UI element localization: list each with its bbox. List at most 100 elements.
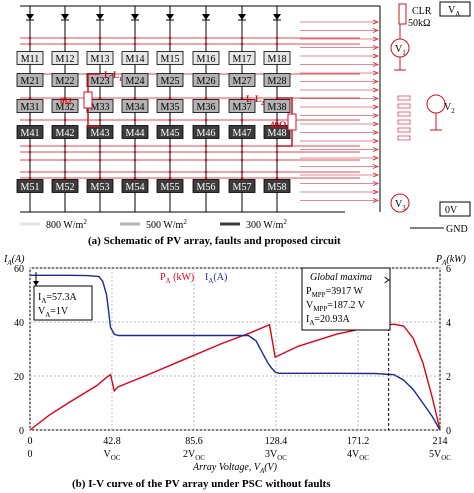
module-label: M56 — [197, 182, 216, 193]
module-box — [263, 179, 291, 193]
diode-arrow — [372, 87, 379, 93]
module-box — [121, 179, 149, 193]
x-tick: 171.2 — [347, 436, 370, 447]
diode-arrow — [372, 155, 379, 161]
module-label: M35 — [161, 102, 180, 113]
diode-arrow — [372, 181, 379, 186]
module-label: M52 — [56, 182, 75, 193]
module-box — [51, 179, 79, 193]
y-left-title: IA(A) — [3, 254, 25, 267]
ladder-resistor — [397, 95, 411, 101]
diode-arrow — [372, 138, 379, 144]
diode-arrow — [372, 53, 379, 59]
zero-volt-box — [439, 201, 471, 217]
module-box — [263, 125, 291, 139]
module-box — [156, 99, 184, 113]
ladder-resistor — [397, 111, 411, 117]
module-label: M26 — [197, 76, 216, 87]
fault-ll1-resistor — [83, 91, 93, 109]
voltmeter-v3 — [390, 193, 410, 213]
module-box — [16, 99, 44, 113]
module-label: M55 — [161, 182, 180, 193]
legend-current: IA(A) — [205, 272, 227, 285]
diode-arrow — [372, 198, 379, 203]
v3-label: V3 — [395, 199, 406, 212]
annotation-left-box — [33, 285, 93, 321]
diode-arrow — [372, 130, 379, 135]
module-box — [51, 51, 79, 65]
module-label: M34 — [126, 102, 145, 113]
va-box-label: VA — [448, 5, 460, 18]
module-label: M17 — [233, 54, 252, 65]
annotation-right-box — [301, 267, 391, 331]
zero-volt-label: 0V — [445, 205, 458, 216]
module-label: M43 — [91, 128, 110, 139]
diode-arrow — [372, 96, 379, 101]
module-box — [16, 73, 44, 87]
voltmeter-v2 — [426, 94, 446, 114]
module-box — [263, 73, 291, 87]
diode-8 — [273, 14, 281, 20]
annotation-ia: IA=57.3A — [38, 292, 78, 305]
series-line — [30, 274, 441, 431]
irradiance-legend: 800 W/m2 500 W/m2 300 W/m2 — [20, 218, 287, 231]
fault-ll1-label: L-L1 — [104, 70, 122, 83]
module-label: M57 — [233, 182, 252, 193]
module-box — [51, 73, 79, 87]
module-label: M15 — [161, 54, 180, 65]
ladder-resistor — [397, 135, 411, 141]
gnd-label: GND — [446, 224, 468, 235]
y-left-tick: 60 — [14, 264, 24, 275]
module-label: M51 — [21, 182, 40, 193]
x-tick-voc: 3VOC — [265, 449, 287, 462]
module-box — [192, 51, 220, 65]
y-right-title: PA(kW) — [435, 254, 466, 267]
diode-arrow — [372, 70, 379, 76]
module-box — [121, 73, 149, 87]
diode-1 — [26, 14, 34, 20]
x-tick-voc: 2VOC — [183, 449, 205, 462]
module-box — [228, 99, 256, 113]
arrow-down-icon — [33, 281, 39, 286]
module-label: M24 — [126, 76, 145, 87]
caption-b: (b) I-V curve of the PV array under PSC … — [72, 478, 331, 490]
module-box — [16, 125, 44, 139]
module-box — [263, 51, 291, 65]
x-tick-voc: VOC — [104, 449, 121, 462]
x-title: Array Voltage, VA(V) — [192, 462, 278, 475]
diode-arrow — [372, 121, 379, 127]
diode-arrow — [372, 62, 379, 67]
diode-arrow — [372, 172, 379, 178]
module-box — [86, 179, 114, 193]
string-wires — [20, 5, 380, 213]
y-right-tick: 4 — [446, 318, 451, 329]
diode-2 — [61, 14, 69, 20]
x-tick-voc: 0 — [28, 449, 33, 460]
module-box — [51, 125, 79, 139]
diode-arrow — [372, 79, 379, 84]
module-box — [228, 51, 256, 65]
module-box — [16, 179, 44, 193]
module-label: M58 — [268, 182, 287, 193]
module-label: M33 — [91, 102, 110, 113]
annotation-vmpp: VMPP=187.2 V — [306, 300, 366, 313]
module-label: M47 — [233, 128, 252, 139]
diode-arrow — [372, 36, 379, 42]
module-label: M32 — [56, 102, 75, 113]
module-box — [192, 99, 220, 113]
legend-power: PA (kW) — [160, 272, 194, 285]
fault-ll2-res-label: 40Ω — [270, 120, 286, 130]
diode-arrow — [372, 45, 379, 50]
diode-7 — [238, 14, 246, 20]
module-label: M42 — [56, 128, 75, 139]
module-label: M38 — [268, 102, 287, 113]
module-label: M18 — [268, 54, 287, 65]
module-box — [121, 125, 149, 139]
ladder-resistor — [397, 103, 411, 109]
x-tick-voc: 4VOC — [347, 449, 369, 462]
clr-value: 50kΩ — [408, 18, 430, 29]
module-box — [192, 179, 220, 193]
pv-array-schematic: M11 M12 M13 M14 M15 M16 M17 M18 M21 M22 M23 M24 M25 M… — [16, 1, 471, 235]
annotation-ia-gmpp: IA=20.93A — [306, 314, 351, 327]
diode-5 — [166, 14, 174, 20]
